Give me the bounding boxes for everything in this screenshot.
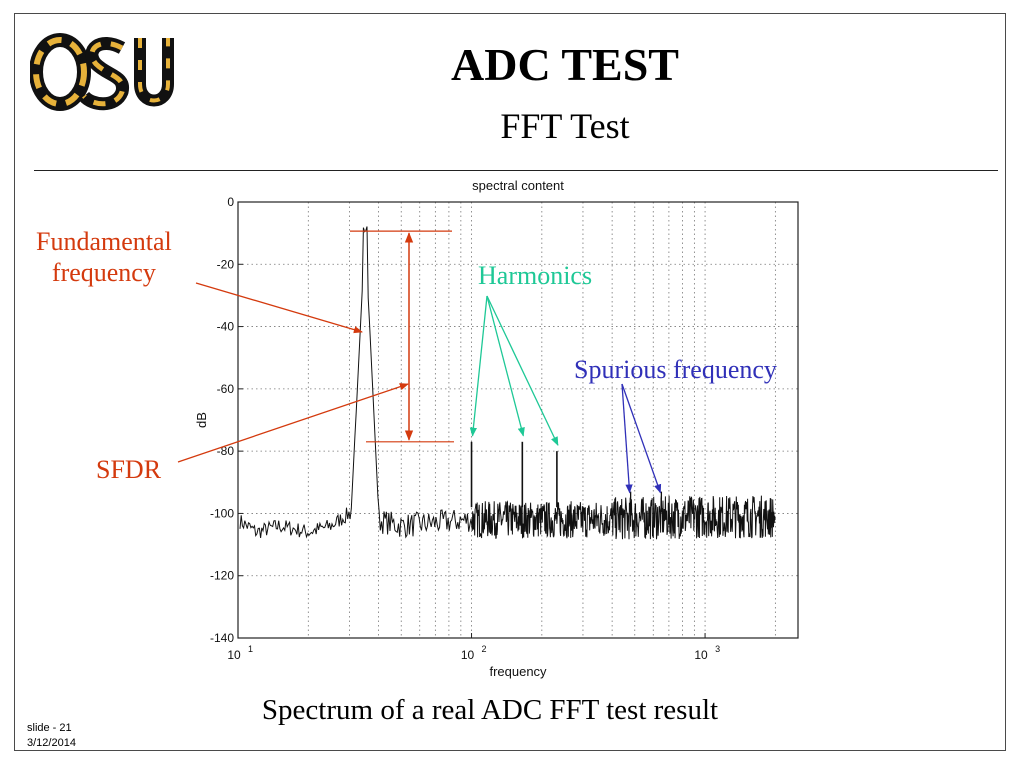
harmonic-arrow (486, 295, 525, 437)
y-tick-label: -120 (210, 569, 234, 583)
x-tick-exponent: 1 (248, 644, 253, 654)
osu-logo (30, 33, 174, 111)
y-axis-label: dB (194, 412, 209, 428)
x-tick-exponent: 3 (715, 644, 720, 654)
harmonics-label: Harmonics (478, 261, 593, 290)
y-tick-label: -20 (217, 257, 235, 271)
x-tick-label: 10 (227, 648, 241, 662)
y-tick-label: -40 (217, 320, 235, 334)
slide-date: 3/12/2014 (27, 737, 76, 749)
y-tick-label: -100 (210, 506, 234, 520)
fundamental-frequency-label: Fundamental frequency (36, 227, 172, 287)
y-tick-label: -60 (217, 382, 235, 396)
spectrum-trace (239, 226, 776, 540)
spurious-frequency-label: Spurious frequency (574, 355, 777, 384)
x-tick-label: 10 (694, 648, 708, 662)
fundamental-arrow (195, 282, 363, 334)
spurious-arrow (621, 383, 662, 494)
figure-caption: Spectrum of a real ADC FFT test result (261, 694, 719, 726)
harmonic-arrow (469, 295, 488, 437)
x-tick-label: 10 (461, 648, 475, 662)
title-divider (34, 170, 998, 171)
sfdr-arrow (177, 383, 409, 463)
spurious-arrow (621, 383, 633, 494)
chart-title: spectral content (472, 178, 564, 193)
plot-area (237, 201, 799, 639)
slide-frame (14, 13, 1006, 751)
sfdr-label: SFDR (96, 455, 162, 484)
y-tick-label: -140 (210, 631, 234, 645)
slide-title: ADC TEST (451, 39, 679, 90)
x-tick-exponent: 2 (482, 644, 487, 654)
harmonic-arrow (486, 295, 559, 446)
slide-subtitle: FFT Test (500, 106, 630, 146)
slide-number: slide - 21 (27, 722, 72, 734)
x-axis-label: frequency (489, 664, 547, 679)
y-tick-label: 0 (227, 195, 234, 209)
